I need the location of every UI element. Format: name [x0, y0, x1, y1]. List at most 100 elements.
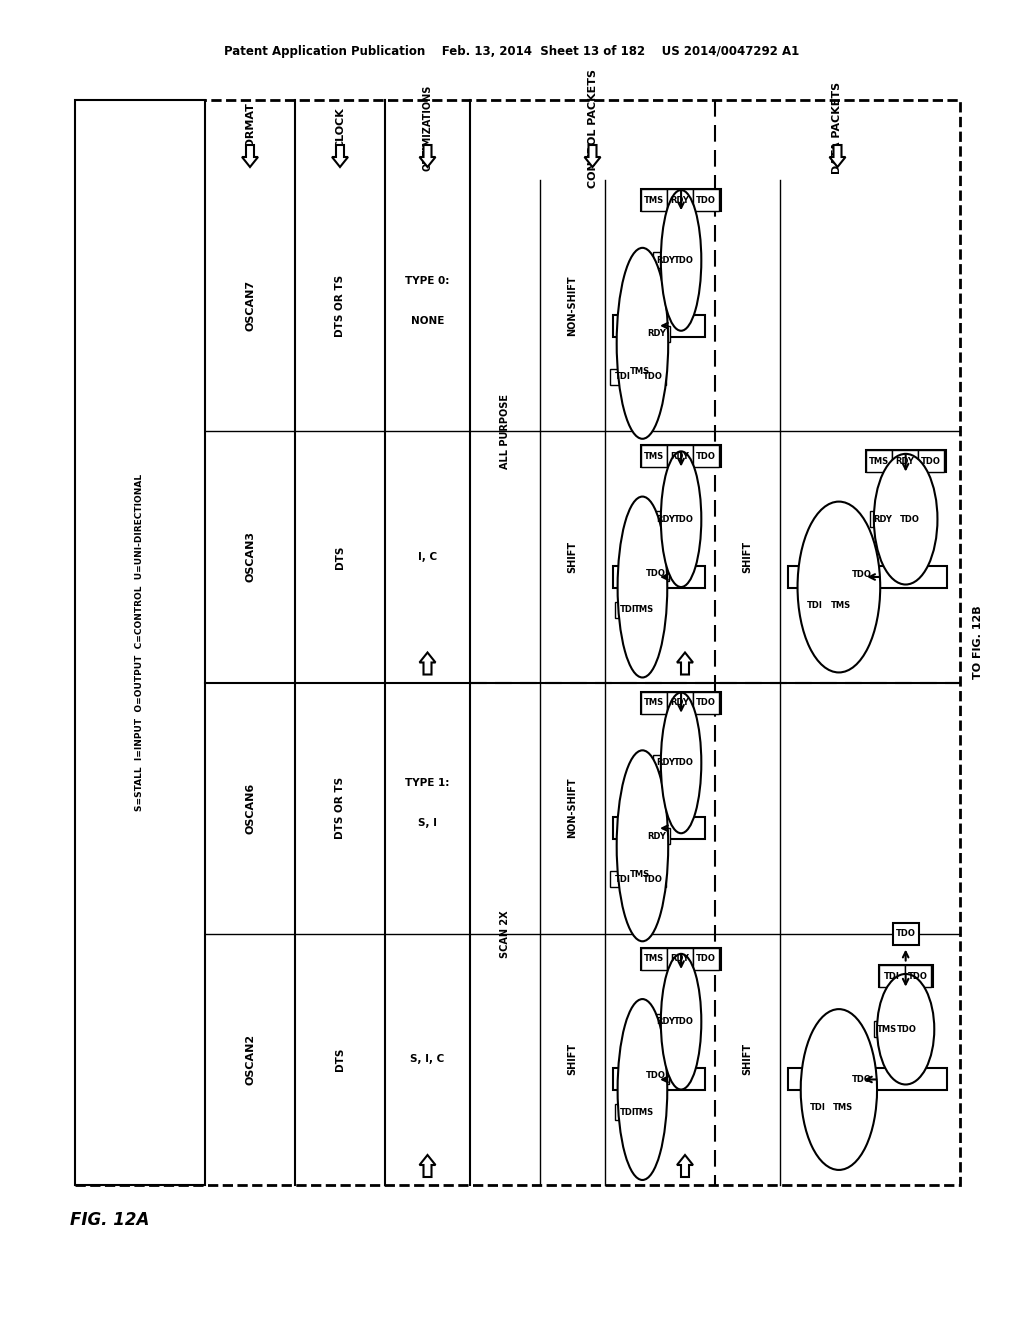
Ellipse shape: [660, 190, 701, 331]
Text: S, I, C: S, I, C: [411, 1055, 444, 1064]
Polygon shape: [677, 652, 693, 675]
Polygon shape: [332, 145, 348, 168]
Ellipse shape: [798, 502, 881, 672]
Ellipse shape: [877, 974, 934, 1085]
Text: RDY: RDY: [656, 256, 676, 265]
Bar: [613, 314, 705, 337]
Bar: [896, 511, 923, 527]
Bar: [671, 755, 697, 771]
Ellipse shape: [873, 454, 937, 585]
Bar: [644, 828, 670, 845]
Text: TYPE 0:: TYPE 0:: [406, 276, 450, 285]
Bar: [641, 692, 667, 714]
Bar: [75, 100, 961, 1185]
Bar: [641, 948, 667, 970]
Text: TDI: TDI: [810, 1102, 825, 1111]
Bar: [788, 1068, 947, 1090]
Polygon shape: [420, 1155, 435, 1177]
Text: CONTROL PACKETS: CONTROL PACKETS: [588, 69, 597, 187]
Text: TDO: TDO: [899, 515, 920, 524]
Bar: [918, 450, 944, 473]
Text: NONE: NONE: [411, 315, 444, 326]
Bar: [667, 948, 693, 970]
Bar: [640, 871, 667, 887]
Bar: [904, 965, 931, 987]
Text: RDY: RDY: [671, 954, 689, 964]
Text: TDO: TDO: [897, 1024, 918, 1034]
Bar: [667, 445, 693, 467]
Polygon shape: [829, 145, 846, 168]
Bar: [643, 1068, 669, 1084]
Text: TMS: TMS: [830, 602, 851, 610]
Bar: [653, 755, 679, 771]
Text: FORMAT: FORMAT: [245, 102, 255, 154]
Text: TDO: TDO: [646, 1072, 666, 1081]
Text: DATA PACKETS: DATA PACKETS: [833, 82, 843, 174]
Text: S=STALL  I=INPUT  O=OUTPUT  C=CONTROL  U=UNI-DIRECTIONAL: S=STALL I=INPUT O=OUTPUT C=CONTROL U=UNI…: [135, 474, 144, 810]
Text: TDO: TDO: [674, 759, 694, 767]
Ellipse shape: [660, 693, 701, 833]
Bar: [75, 100, 205, 1185]
Text: TMS: TMS: [630, 870, 650, 879]
Text: Patent Application Publication    Feb. 13, 2014  Sheet 13 of 182    US 2014/0047: Patent Application Publication Feb. 13, …: [224, 45, 800, 58]
Ellipse shape: [617, 999, 668, 1180]
Text: OPTIMIZATIONS: OPTIMIZATIONS: [423, 84, 432, 172]
Text: TDO: TDO: [696, 451, 716, 461]
Bar: [788, 566, 947, 587]
Bar: [893, 923, 919, 945]
Bar: [865, 450, 945, 473]
Text: TDI: TDI: [615, 875, 631, 883]
Text: RDY: RDY: [671, 451, 689, 461]
Bar: [641, 445, 721, 467]
Bar: [874, 1022, 900, 1038]
Text: TDI: TDI: [620, 1107, 636, 1117]
Bar: [640, 368, 667, 384]
Polygon shape: [420, 145, 435, 168]
Bar: [892, 450, 918, 473]
Polygon shape: [242, 145, 258, 168]
Text: RDY: RDY: [656, 759, 676, 767]
Text: TDO: TDO: [646, 569, 666, 578]
Bar: [693, 692, 719, 714]
Bar: [653, 1014, 679, 1030]
Text: DTS OR TS: DTS OR TS: [335, 275, 345, 337]
Text: TDO: TDO: [643, 372, 664, 381]
Text: RDY: RDY: [671, 698, 689, 708]
Bar: [693, 948, 719, 970]
Text: RDY: RDY: [647, 329, 666, 338]
Text: RDY: RDY: [873, 515, 892, 524]
Text: I, C: I, C: [418, 552, 437, 562]
Ellipse shape: [616, 750, 669, 941]
Bar: [865, 450, 892, 473]
Text: OSCAN2: OSCAN2: [245, 1034, 255, 1085]
Bar: [627, 364, 653, 380]
Text: TYPE 1:: TYPE 1:: [406, 777, 450, 788]
Bar: [802, 598, 827, 614]
Text: TDO: TDO: [696, 954, 716, 964]
Text: S, I: S, I: [418, 818, 437, 828]
Text: DTS: DTS: [335, 545, 345, 569]
Bar: [644, 326, 670, 342]
Text: RDY: RDY: [656, 515, 676, 524]
Bar: [667, 692, 693, 714]
Text: TDI: TDI: [807, 602, 823, 610]
Bar: [631, 602, 656, 618]
Text: TMS: TMS: [877, 1024, 897, 1034]
Text: SHIFT: SHIFT: [742, 1043, 753, 1076]
Bar: [614, 1104, 641, 1121]
Bar: [671, 511, 697, 527]
Text: CLOCK: CLOCK: [335, 108, 345, 148]
Text: NON-SHIFT: NON-SHIFT: [567, 777, 578, 838]
Bar: [610, 368, 636, 384]
Text: TDO: TDO: [896, 929, 915, 939]
Bar: [828, 598, 854, 614]
Text: SCAN 2X: SCAN 2X: [500, 909, 510, 957]
Text: TO FIG. 12B: TO FIG. 12B: [973, 606, 983, 680]
Bar: [614, 602, 641, 618]
Text: TMS: TMS: [868, 457, 889, 466]
Bar: [849, 1072, 874, 1088]
Polygon shape: [420, 652, 435, 675]
Text: TDO: TDO: [852, 1076, 871, 1084]
Bar: [667, 189, 693, 211]
Bar: [653, 252, 679, 268]
